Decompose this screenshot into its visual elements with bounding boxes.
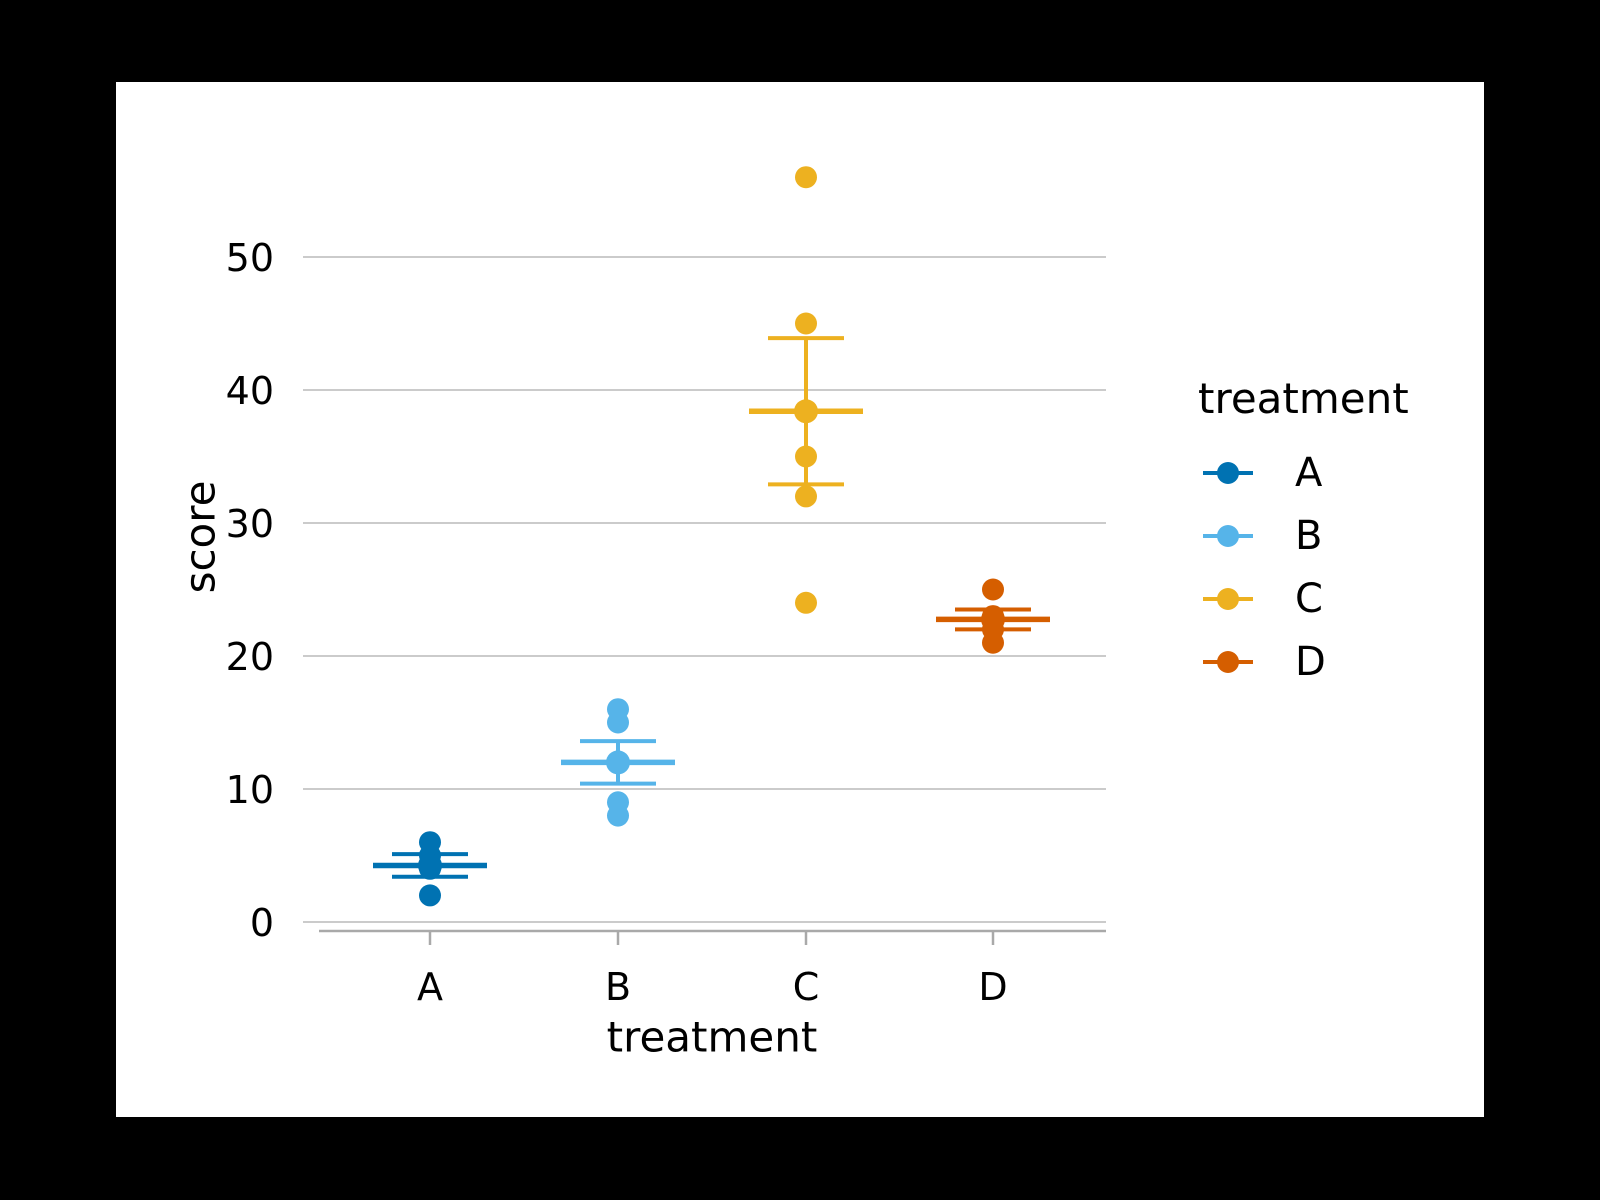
legend-marker-c-icon xyxy=(1203,582,1253,616)
legend-label-b: B xyxy=(1295,513,1323,559)
legend-marker-d-icon xyxy=(1203,645,1253,679)
series-C-point-2 xyxy=(795,445,817,468)
series-A-point-3 xyxy=(419,884,441,907)
series-B-point-1 xyxy=(607,711,629,734)
series-B-point-4 xyxy=(607,804,629,827)
y-tick-label-40: 40 xyxy=(226,369,274,413)
x-tick-label-C: C xyxy=(793,965,820,1009)
legend-entry-b: B xyxy=(1198,513,1323,559)
x-tick-label-D: D xyxy=(978,965,1007,1009)
x-tick-label-B: B xyxy=(605,965,631,1009)
chart-figure: 0 10 20 30 40 50 A B C D score treatment treatmen… xyxy=(116,82,1484,1117)
legend-label-d: D xyxy=(1295,639,1326,685)
legend-marker-b-icon xyxy=(1203,519,1253,553)
series-C-point-3 xyxy=(795,485,817,508)
series-C-point-4 xyxy=(795,591,817,614)
x-axis-label: treatment xyxy=(606,1012,818,1062)
y-tick-label-50: 50 xyxy=(226,236,274,280)
y-tick-label-10: 10 xyxy=(226,768,274,812)
legend-label-c: C xyxy=(1295,576,1323,622)
y-tick-label-0: 0 xyxy=(250,901,274,945)
legend-marker-a-icon xyxy=(1203,456,1253,490)
legend-entry-a: A xyxy=(1198,450,1323,496)
series-D-point-3 xyxy=(982,631,1004,654)
x-tick-label-A: A xyxy=(417,965,443,1009)
legend-entry-d: D xyxy=(1198,639,1326,685)
series-D-mean-dot xyxy=(981,607,1005,632)
series-B-mean-dot xyxy=(606,750,630,775)
legend-entry-c: C xyxy=(1198,576,1323,622)
series-C-point-0 xyxy=(795,166,817,189)
legend-title: treatment xyxy=(1198,374,1409,423)
y-axis-label: score xyxy=(175,480,225,594)
series-C-mean-dot xyxy=(794,399,818,424)
pointplot-canvas: 0 10 20 30 40 50 A B C D xyxy=(226,166,1106,1009)
y-tick-label-20: 20 xyxy=(226,635,274,679)
series-C-point-1 xyxy=(795,312,817,335)
y-tick-label-30: 30 xyxy=(226,502,274,546)
series-D-point-0 xyxy=(982,578,1004,601)
legend-label-a: A xyxy=(1295,450,1323,496)
legend: treatment A B C D xyxy=(1198,374,1458,683)
series-A-mean-dot xyxy=(418,853,442,878)
